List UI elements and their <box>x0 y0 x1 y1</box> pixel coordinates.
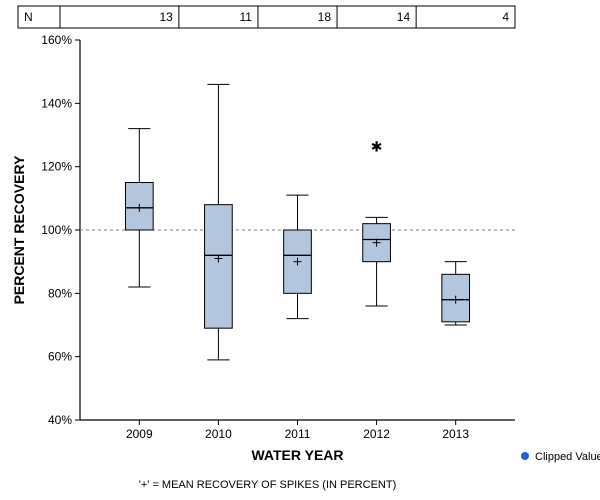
y-tick-label: 160% <box>41 33 72 47</box>
footnote: '+' = MEAN RECOVERY OF SPIKES (IN PERCEN… <box>139 479 396 491</box>
n-label: N <box>24 10 33 24</box>
x-tick-label: 2011 <box>285 427 311 441</box>
y-tick-label: 120% <box>41 160 72 174</box>
legend-marker <box>521 452 529 460</box>
x-tick-label: 2010 <box>205 427 232 441</box>
n-value: 18 <box>318 10 332 24</box>
n-value: 4 <box>502 10 509 24</box>
outlier-marker: ✱ <box>371 139 383 155</box>
y-tick-label: 140% <box>41 96 72 110</box>
n-value: 11 <box>239 10 252 24</box>
y-axis-title: PERCENT RECOVERY <box>11 155 27 305</box>
box <box>205 205 233 329</box>
x-axis-title: WATER YEAR <box>251 447 343 463</box>
n-value: 13 <box>160 10 174 24</box>
x-tick-label: 2009 <box>126 427 153 441</box>
chart-container: N 13 11 18 14 4 40% 60% 80% 100% 120% 140% 160% 2009 2… <box>0 0 600 500</box>
y-tick-label: 100% <box>41 223 72 237</box>
legend-label: Clipped Value <box>535 451 600 463</box>
y-tick-label: 80% <box>48 286 72 300</box>
n-value: 14 <box>397 10 411 24</box>
x-tick-label: 2012 <box>363 427 390 441</box>
y-tick-label: 60% <box>48 350 72 364</box>
y-tick-label: 40% <box>48 413 72 427</box>
n-table <box>18 6 515 28</box>
boxplot-svg: N 13 11 18 14 4 40% 60% 80% 100% 120% 140% 160% 2009 2… <box>0 0 600 500</box>
x-tick-label: 2013 <box>442 427 469 441</box>
